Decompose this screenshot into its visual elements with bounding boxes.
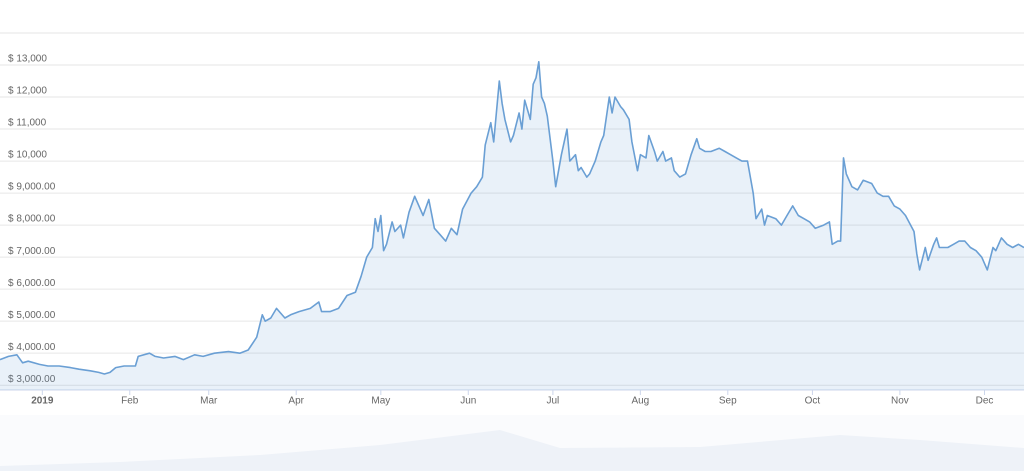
- x-tick-label: Jun: [460, 396, 476, 407]
- x-tick-label: Sep: [719, 396, 737, 407]
- y-tick-label: $ 13,000: [8, 54, 47, 65]
- navigator-volume: [0, 430, 1024, 471]
- x-tick-label: Feb: [121, 396, 139, 407]
- x-tick-label: May: [371, 396, 390, 407]
- x-tick-label: Dec: [976, 396, 994, 407]
- x-tick-label: Apr: [288, 396, 304, 407]
- y-tick-label: $ 8,000.00: [8, 214, 56, 225]
- y-tick-label: $ 9,000.00: [8, 182, 56, 193]
- x-tick-label: Jul: [547, 396, 560, 407]
- y-tick-label: $ 4,000.00: [8, 342, 56, 353]
- x-tick-label: Aug: [631, 396, 649, 407]
- area-fill: [0, 61, 1024, 391]
- y-tick-label: $ 7,000.00: [8, 246, 56, 257]
- y-tick-label: $ 6,000.00: [8, 278, 56, 289]
- y-tick-label: $ 11,000: [8, 118, 47, 129]
- y-tick-label: $ 3,000.00: [8, 374, 56, 385]
- y-tick-label: $ 5,000.00: [8, 310, 56, 321]
- price-line: [0, 61, 1024, 375]
- x-tick-label: Nov: [891, 396, 909, 407]
- x-tick-label: Oct: [805, 396, 821, 407]
- y-tick-label: $ 10,000: [8, 150, 47, 161]
- x-tick-label: Mar: [200, 396, 218, 407]
- y-tick-label: $ 12,000: [8, 86, 47, 97]
- x-tick-label: 2019: [31, 396, 54, 407]
